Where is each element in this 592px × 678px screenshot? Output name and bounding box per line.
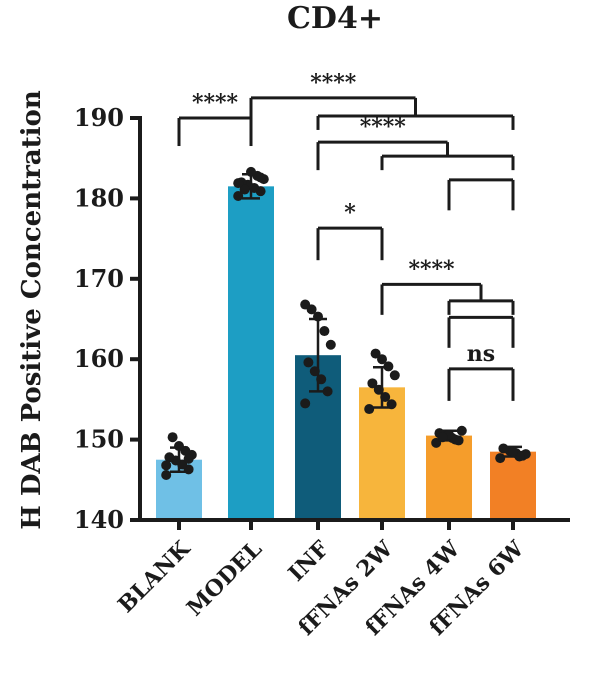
significance-label: *	[344, 200, 356, 226]
bar	[490, 451, 536, 520]
data-point	[373, 384, 384, 395]
data-point	[309, 366, 320, 377]
data-point	[383, 361, 394, 372]
data-point	[300, 299, 311, 310]
data-point	[246, 166, 256, 177]
data-point	[456, 425, 467, 436]
x-tick-label: INF	[283, 536, 334, 587]
y-tick-label: 170	[74, 264, 124, 293]
data-point	[325, 339, 336, 350]
data-point	[437, 432, 448, 443]
data-point	[367, 378, 378, 389]
y-tick-label: 180	[74, 183, 124, 212]
data-point	[164, 452, 175, 463]
significance-label: ns	[467, 341, 495, 367]
data-point	[389, 370, 400, 381]
x-tick-label: MODEL	[182, 536, 267, 621]
data-point	[167, 432, 178, 443]
data-point	[370, 348, 381, 359]
data-point	[322, 386, 333, 397]
data-point	[161, 460, 172, 471]
significance-label: ****	[408, 256, 455, 282]
significance-label: ****	[192, 90, 239, 116]
chart-title: CD4+	[287, 1, 383, 36]
y-tick-label: 140	[74, 505, 124, 534]
data-point	[161, 469, 172, 480]
data-point	[313, 311, 323, 322]
y-tick-label: 190	[74, 103, 124, 132]
data-point	[233, 190, 244, 201]
bar	[426, 435, 472, 520]
data-point	[316, 374, 327, 385]
data-point	[495, 453, 506, 464]
data-point	[303, 357, 314, 368]
bar	[228, 186, 274, 520]
data-point	[300, 398, 311, 409]
data-point	[183, 453, 194, 464]
data-point	[498, 443, 509, 454]
data-point	[364, 404, 375, 415]
data-point	[386, 399, 397, 410]
data-point	[233, 178, 244, 189]
significance-label: ****	[360, 114, 407, 140]
significance-label: ****	[310, 70, 357, 96]
data-point	[508, 446, 518, 457]
data-point	[380, 391, 391, 402]
y-tick-label: 150	[74, 425, 124, 454]
y-axis-label: H DAB Positive Concentration	[17, 90, 47, 530]
data-point	[239, 184, 250, 195]
y-tick-label: 160	[74, 344, 124, 373]
data-point	[174, 441, 184, 452]
data-point	[319, 326, 330, 337]
data-point	[255, 172, 266, 183]
